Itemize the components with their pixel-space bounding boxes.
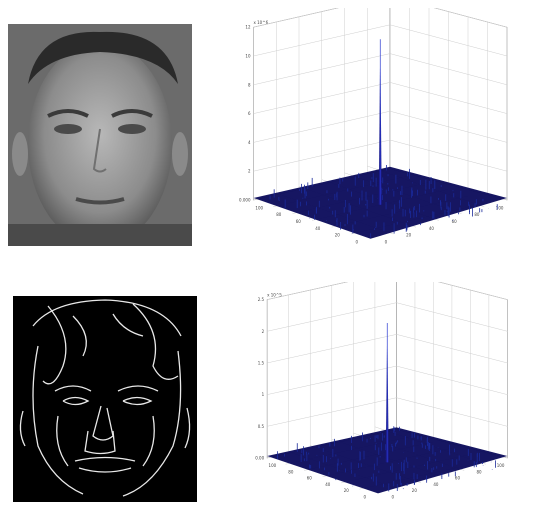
texture-z-tick: 6 bbox=[248, 111, 251, 116]
texture-x-tick: 60 bbox=[296, 219, 302, 224]
edge-x-tick: 60 bbox=[307, 476, 313, 481]
texture-x-tick: 40 bbox=[315, 226, 321, 231]
edge-z-tick: 0.5 bbox=[258, 424, 265, 429]
edge-y-tick: 80 bbox=[476, 469, 482, 474]
texture-z-tick: 8 bbox=[248, 82, 251, 87]
edge-z-tick: 0.00 bbox=[255, 456, 264, 461]
edge-x-tick: 80 bbox=[288, 469, 294, 474]
texture-x-tick: 80 bbox=[276, 212, 282, 217]
edge-y-tick: 60 bbox=[455, 476, 461, 481]
texture-spectrum-chart: Texture image Magnitude Spectrumx 10^60.… bbox=[239, 8, 508, 244]
edge-z-tick: 1.5 bbox=[258, 360, 265, 365]
edge-y-tick: 100 bbox=[497, 463, 505, 468]
edge-z-tick: 1 bbox=[262, 392, 265, 397]
edge-y-tick: 20 bbox=[412, 488, 418, 493]
texture-y-tick: 0 bbox=[385, 239, 388, 244]
texture-x-tick: 100 bbox=[255, 205, 263, 210]
texture-z-tick: 12 bbox=[245, 25, 251, 30]
edge-y-tick: 0 bbox=[392, 494, 395, 499]
edge-z-tick: 2.5 bbox=[258, 297, 265, 302]
texture-z-tick: 10 bbox=[245, 54, 251, 59]
texture-z-tick: 0.000 bbox=[239, 198, 251, 203]
edge-y-tick: 40 bbox=[433, 482, 439, 487]
texture-y-tick: 20 bbox=[406, 233, 412, 238]
edge-x-tick: 100 bbox=[269, 463, 277, 468]
edge-face-image bbox=[13, 296, 197, 502]
edge-x-tick: 40 bbox=[325, 482, 331, 487]
texture-x-tick: 20 bbox=[335, 233, 341, 238]
texture-z-tick: 4 bbox=[248, 140, 251, 145]
edge-z-tick: 2 bbox=[262, 329, 265, 334]
edge-spectrum-chart: Edge image Magnitude Spectrumx 10^50.000… bbox=[255, 282, 508, 499]
texture-y-tick: 40 bbox=[429, 226, 435, 231]
texture-z-exponent: x 10^6 bbox=[254, 20, 269, 25]
texture-z-tick: 2 bbox=[248, 169, 251, 174]
texture-x-tick: 0 bbox=[355, 239, 358, 244]
texture-y-tick: 100 bbox=[496, 205, 504, 210]
texture-y-tick: 60 bbox=[452, 219, 458, 224]
edge-z-exponent: x 10^5 bbox=[267, 293, 282, 298]
texture-face-image bbox=[8, 24, 192, 246]
texture-y-tick: 80 bbox=[474, 212, 480, 217]
edge-x-tick: 20 bbox=[344, 488, 350, 493]
edge-x-tick: 0 bbox=[363, 494, 366, 499]
